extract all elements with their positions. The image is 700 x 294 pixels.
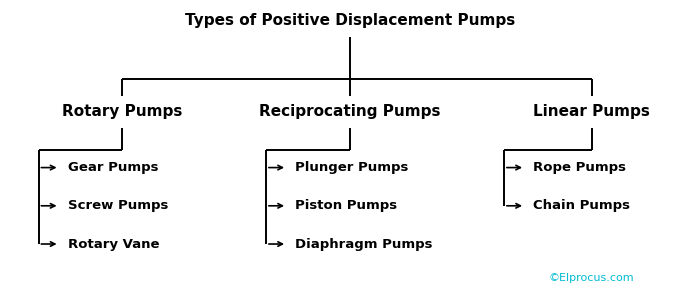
Text: Chain Pumps: Chain Pumps [533, 199, 631, 212]
Text: Rotary Vane: Rotary Vane [68, 238, 160, 250]
Text: Reciprocating Pumps: Reciprocating Pumps [259, 104, 441, 119]
Text: Screw Pumps: Screw Pumps [68, 199, 168, 212]
Text: Rotary Pumps: Rotary Pumps [62, 104, 183, 119]
Text: Types of Positive Displacement Pumps: Types of Positive Displacement Pumps [185, 13, 515, 28]
Text: Piston Pumps: Piston Pumps [295, 199, 398, 212]
Text: Plunger Pumps: Plunger Pumps [295, 161, 409, 174]
Text: Diaphragm Pumps: Diaphragm Pumps [295, 238, 433, 250]
Text: ©Elprocus.com: ©Elprocus.com [549, 273, 634, 283]
Text: Linear Pumps: Linear Pumps [533, 104, 650, 119]
Text: Gear Pumps: Gear Pumps [68, 161, 158, 174]
Text: Rope Pumps: Rope Pumps [533, 161, 626, 174]
